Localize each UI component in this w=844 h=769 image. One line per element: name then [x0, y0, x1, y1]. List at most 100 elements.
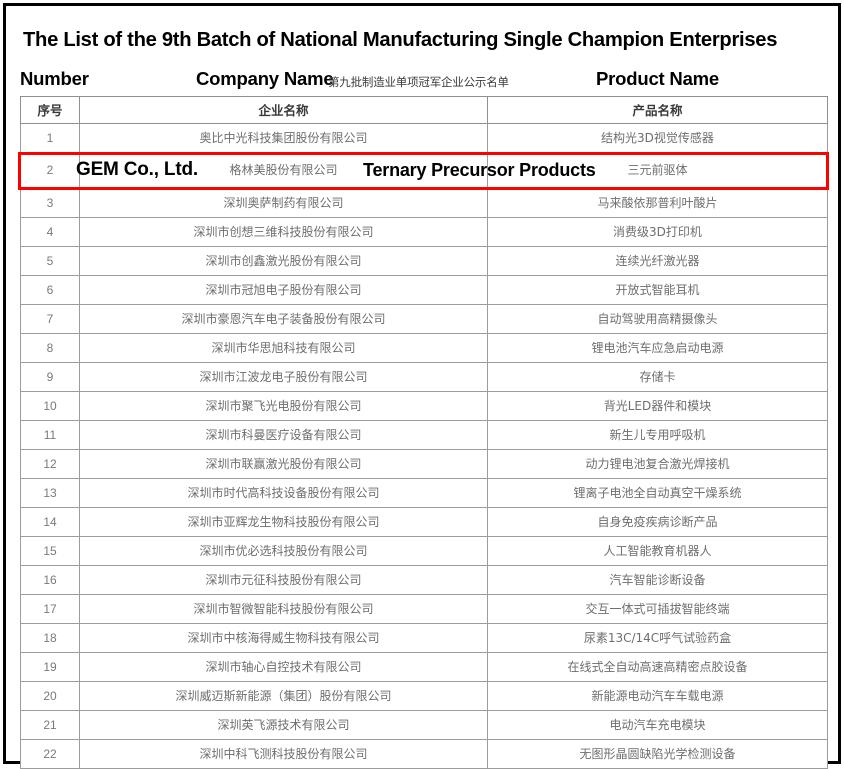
table-row[interactable]: 20 深圳威迈斯新能源（集团）股份有限公司 新能源电动汽车车载电源 — [20, 681, 828, 711]
cell-company-name: 深圳中科飞测科技股份有限公司 — [79, 739, 488, 769]
header-cell-number: 序号 — [20, 96, 80, 124]
cell-number: 14 — [20, 507, 80, 537]
overlay-product-name-en: Ternary Precursor Products — [363, 159, 596, 180]
cell-product-name: 锂离子电池全自动真空干燥系统 — [487, 478, 828, 508]
table-row[interactable]: 2 格林美股份有限公司 三元前驱体 — [20, 152, 828, 189]
enterprise-table-wrapper: 序号 企业名称 产品名称 1 奥比中光科技集团股份有限公司 结构光3D视觉传感器 2 格… — [20, 96, 828, 769]
table-row[interactable]: 11 深圳市科曼医疗设备有限公司 新生儿专用呼吸机 — [20, 420, 828, 450]
table-header-row: 序号 企业名称 产品名称 — [20, 96, 828, 124]
table-row[interactable]: 10 深圳市聚飞光电股份有限公司 背光LED器件和模块 — [20, 391, 828, 421]
table-row[interactable]: 19 深圳市轴心自控技术有限公司 在线式全自动高速高精密点胶设备 — [20, 652, 828, 682]
cell-product-name: 汽车智能诊断设备 — [487, 565, 828, 595]
cell-product-name: 背光LED器件和模块 — [487, 391, 828, 421]
cell-number: 12 — [20, 449, 80, 479]
cell-number: 9 — [20, 362, 80, 392]
cell-company-name: 格林美股份有限公司 — [79, 152, 488, 189]
cell-company-name: 深圳市豪恩汽车电子装备股份有限公司 — [79, 304, 488, 334]
table-row[interactable]: 15 深圳市优必选科技股份有限公司 人工智能教育机器人 — [20, 536, 828, 566]
cell-company-name: 深圳市联赢激光股份有限公司 — [79, 449, 488, 479]
cell-product-name: 锂电池汽车应急启动电源 — [487, 333, 828, 363]
cell-product-name: 自动驾驶用高精摄像头 — [487, 304, 828, 334]
cell-product-name: 存储卡 — [487, 362, 828, 392]
cell-company-name: 深圳市时代高科技设备股份有限公司 — [79, 478, 488, 508]
cell-number: 2 — [20, 152, 80, 189]
cell-product-name: 尿素13C/14C呼气试验药盒 — [487, 623, 828, 653]
cell-company-name: 深圳市江波龙电子股份有限公司 — [79, 362, 488, 392]
cell-number: 1 — [20, 123, 80, 153]
cell-product-name: 新生儿专用呼吸机 — [487, 420, 828, 450]
table-row[interactable]: 3 深圳奥萨制药有限公司 马来酸依那普利叶酸片 — [20, 188, 828, 218]
table-row[interactable]: 4 深圳市创想三维科技股份有限公司 消费级3D打印机 — [20, 217, 828, 247]
cell-product-name: 开放式智能耳机 — [487, 275, 828, 305]
cell-company-name: 深圳奥萨制药有限公司 — [79, 188, 488, 218]
table-row[interactable]: 8 深圳市华思旭科技有限公司 锂电池汽车应急启动电源 — [20, 333, 828, 363]
cell-company-name: 奥比中光科技集团股份有限公司 — [79, 123, 488, 153]
cell-number: 6 — [20, 275, 80, 305]
table-row[interactable]: 17 深圳市智微智能科技股份有限公司 交互一体式可插拔智能终端 — [20, 594, 828, 624]
cell-company-name: 深圳市创鑫激光股份有限公司 — [79, 246, 488, 276]
cell-number: 7 — [20, 304, 80, 334]
enterprise-table: 序号 企业名称 产品名称 1 奥比中光科技集团股份有限公司 结构光3D视觉传感器 2 格… — [20, 96, 828, 769]
cell-product-name: 三元前驱体 — [487, 152, 828, 189]
cell-number: 21 — [20, 710, 80, 740]
cell-product-name: 自身免疫疾病诊断产品 — [487, 507, 828, 537]
cell-company-name: 深圳市亚辉龙生物科技股份有限公司 — [79, 507, 488, 537]
table-row[interactable]: 1 奥比中光科技集团股份有限公司 结构光3D视觉传感器 — [20, 123, 828, 153]
cell-product-name: 无图形晶圆缺陷光学检测设备 — [487, 739, 828, 769]
cell-company-name: 深圳市华思旭科技有限公司 — [79, 333, 488, 363]
cell-company-name: 深圳市聚飞光电股份有限公司 — [79, 391, 488, 421]
document-frame: The List of the 9th Batch of National Ma… — [3, 3, 841, 769]
cell-company-name: 深圳市轴心自控技术有限公司 — [79, 652, 488, 682]
cell-company-name: 深圳市科曼医疗设备有限公司 — [79, 420, 488, 450]
table-row[interactable]: 9 深圳市江波龙电子股份有限公司 存储卡 — [20, 362, 828, 392]
cell-product-name: 动力锂电池复合激光焊接机 — [487, 449, 828, 479]
cell-product-name: 连续光纤激光器 — [487, 246, 828, 276]
cell-product-name: 马来酸依那普利叶酸片 — [487, 188, 828, 218]
cell-company-name: 深圳市元征科技股份有限公司 — [79, 565, 488, 595]
table-row[interactable]: 7 深圳市豪恩汽车电子装备股份有限公司 自动驾驶用高精摄像头 — [20, 304, 828, 334]
cell-product-name: 消费级3D打印机 — [487, 217, 828, 247]
cell-number: 15 — [20, 536, 80, 566]
cell-number: 3 — [20, 188, 80, 218]
cell-number: 17 — [20, 594, 80, 624]
table-row[interactable]: 21 深圳英飞源技术有限公司 电动汽车充电模块 — [20, 710, 828, 740]
cell-product-name: 交互一体式可插拔智能终端 — [487, 594, 828, 624]
header-cell-product: 产品名称 — [487, 96, 828, 124]
table-body: 1 奥比中光科技集团股份有限公司 结构光3D视觉传感器 2 格林美股份有限公司 三元前驱体… — [20, 123, 828, 769]
table-row[interactable]: 5 深圳市创鑫激光股份有限公司 连续光纤激光器 — [20, 246, 828, 276]
cell-company-name: 深圳威迈斯新能源（集团）股份有限公司 — [79, 681, 488, 711]
cell-product-name: 在线式全自动高速高精密点胶设备 — [487, 652, 828, 682]
header-cell-company: 企业名称 — [79, 96, 488, 124]
caption-product-name: Product Name — [596, 68, 720, 89]
cell-number: 5 — [20, 246, 80, 276]
cell-number: 8 — [20, 333, 80, 363]
page-title: The List of the 9th Batch of National Ma… — [23, 28, 778, 51]
table-row[interactable]: 16 深圳市元征科技股份有限公司 汽车智能诊断设备 — [20, 565, 828, 595]
cell-product-name: 新能源电动汽车车载电源 — [487, 681, 828, 711]
table-row[interactable]: 13 深圳市时代高科技设备股份有限公司 锂离子电池全自动真空干燥系统 — [20, 478, 828, 508]
caption-company-name: Company Name — [196, 68, 334, 89]
cell-number: 4 — [20, 217, 80, 247]
cell-number: 18 — [20, 623, 80, 653]
cell-company-name: 深圳市冠旭电子股份有限公司 — [79, 275, 488, 305]
table-row[interactable]: 6 深圳市冠旭电子股份有限公司 开放式智能耳机 — [20, 275, 828, 305]
cell-company-name: 深圳市创想三维科技股份有限公司 — [79, 217, 488, 247]
table-row[interactable]: 18 深圳市中核海得威生物科技有限公司 尿素13C/14C呼气试验药盒 — [20, 623, 828, 653]
cell-number: 16 — [20, 565, 80, 595]
cell-number: 10 — [20, 391, 80, 421]
caption-company-subtitle-cn: 第九批制造业单项冠军企业公示名单 — [328, 77, 509, 89]
cell-product-name: 结构光3D视觉传感器 — [487, 123, 828, 153]
overlay-company-name-en: GEM Co., Ltd. — [76, 158, 198, 180]
cell-number: 13 — [20, 478, 80, 508]
table-row[interactable]: 22 深圳中科飞测科技股份有限公司 无图形晶圆缺陷光学检测设备 — [20, 739, 828, 769]
cell-product-name: 人工智能教育机器人 — [487, 536, 828, 566]
table-row[interactable]: 12 深圳市联赢激光股份有限公司 动力锂电池复合激光焊接机 — [20, 449, 828, 479]
cell-number: 20 — [20, 681, 80, 711]
table-row[interactable]: 14 深圳市亚辉龙生物科技股份有限公司 自身免疫疾病诊断产品 — [20, 507, 828, 537]
cell-product-name: 电动汽车充电模块 — [487, 710, 828, 740]
cell-number: 19 — [20, 652, 80, 682]
cell-number: 11 — [20, 420, 80, 450]
column-captions: Number Company Name 第九批制造业单项冠军企业公示名单 Pro… — [6, 68, 838, 94]
cell-company-name: 深圳市优必选科技股份有限公司 — [79, 536, 488, 566]
cell-company-name: 深圳英飞源技术有限公司 — [79, 710, 488, 740]
